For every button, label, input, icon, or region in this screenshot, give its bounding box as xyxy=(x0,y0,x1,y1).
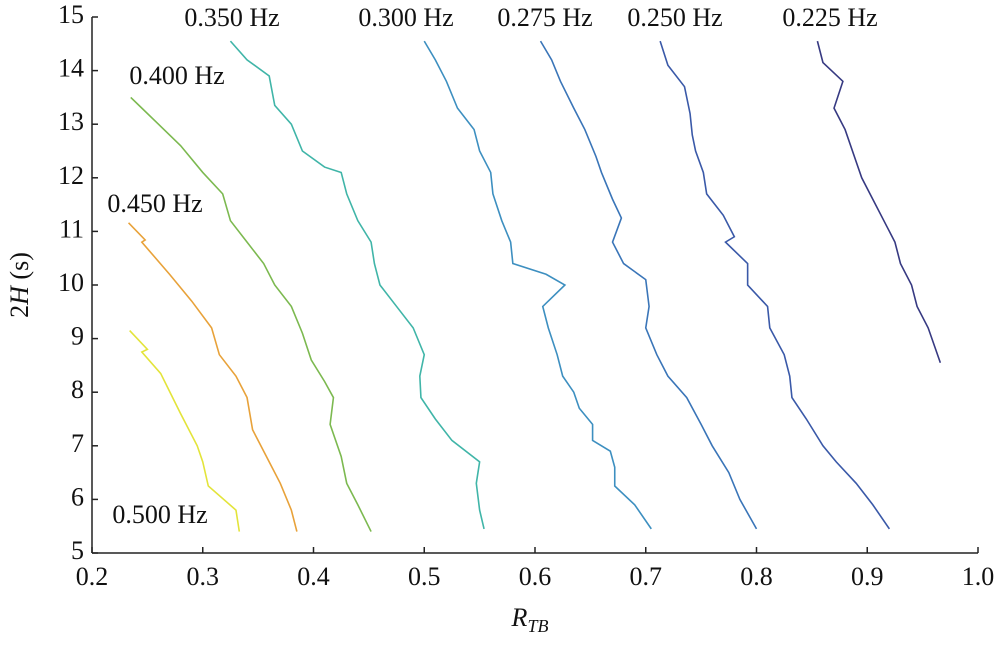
x-tick-label: 0.4 xyxy=(297,562,330,591)
curve xyxy=(539,40,758,530)
curve xyxy=(127,222,298,532)
y-tick-label: 9 xyxy=(71,322,84,351)
y-tick-label: 10 xyxy=(58,268,84,297)
x-tick-label: 0.8 xyxy=(740,562,773,591)
x-tick-label: 0.3 xyxy=(187,562,220,591)
y-tick-label: 14 xyxy=(58,54,84,83)
curve-label: 0.225 Hz xyxy=(782,3,877,32)
curve xyxy=(129,330,241,532)
curve xyxy=(816,40,942,363)
y-tick-label: 5 xyxy=(71,536,84,565)
curve xyxy=(423,40,652,530)
x-tick-label: 0.6 xyxy=(519,562,552,591)
y-axis-label: 2H (s) xyxy=(5,252,34,318)
curve-label: 0.400 Hz xyxy=(129,61,224,90)
curve-label: 0.350 Hz xyxy=(184,3,279,32)
curve xyxy=(659,40,891,530)
y-label-italic: H xyxy=(5,285,34,306)
curve-label: 0.500 Hz xyxy=(112,500,207,529)
y-tick-label: 11 xyxy=(59,214,84,243)
y-tick-label: 12 xyxy=(58,161,84,190)
x-tick-label: 0.2 xyxy=(76,562,109,591)
y-label-post: (s) xyxy=(5,252,34,286)
x-tick-label: 1.0 xyxy=(962,562,995,591)
y-tick-label: 7 xyxy=(71,429,84,458)
y-label-pre: 2 xyxy=(5,305,34,318)
curve-label: 0.275 Hz xyxy=(497,3,592,32)
x-tick-label: 0.5 xyxy=(408,562,441,591)
curve-label: 0.450 Hz xyxy=(107,189,202,218)
y-tick-label: 15 xyxy=(58,0,84,29)
y-tick-label: 8 xyxy=(71,375,84,404)
curve xyxy=(130,96,372,532)
x-label-sub: TB xyxy=(527,616,548,636)
x-axis-label: RTB xyxy=(511,603,549,636)
y-tick-label: 13 xyxy=(58,107,84,136)
curve xyxy=(229,40,485,530)
curve-label: 0.300 Hz xyxy=(358,3,453,32)
curve-label: 0.250 Hz xyxy=(627,3,722,32)
x-tick-label: 0.7 xyxy=(630,562,663,591)
x-label-main: R xyxy=(511,603,528,632)
y-tick-label: 6 xyxy=(71,482,84,511)
x-tick-label: 0.9 xyxy=(851,562,884,591)
